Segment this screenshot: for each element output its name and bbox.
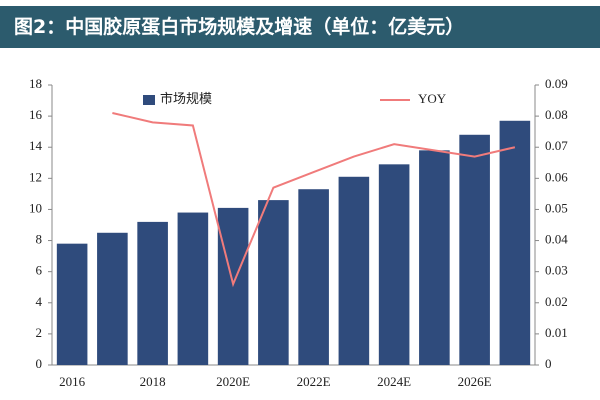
- x-tick-label: 2022E: [297, 374, 331, 389]
- chart-title: 图2：中国胶原蛋白市场规模及增速（单位：亿美元）: [0, 6, 600, 48]
- bar: [97, 232, 128, 365]
- y-tick-label: 2: [36, 325, 43, 340]
- legend-label: 市场规模: [160, 91, 212, 106]
- y2-tick-label: 0.01: [545, 325, 568, 340]
- y2-tick-label: 0.05: [545, 200, 568, 215]
- legend-label: YOY: [418, 91, 447, 106]
- bar: [499, 120, 531, 366]
- bar: [338, 176, 370, 365]
- bar: [378, 164, 410, 365]
- x-tick-label: 2026E: [458, 374, 492, 389]
- x-tick-label: 2020E: [216, 374, 250, 389]
- x-tick-label: 2018: [140, 374, 166, 389]
- bar: [56, 243, 88, 365]
- y-tick-label: 0: [36, 356, 43, 371]
- y2-tick-label: 0.02: [545, 294, 568, 309]
- y2-tick-label: 0: [545, 356, 552, 371]
- line: [112, 112, 516, 288]
- legend-swatch: [143, 95, 155, 105]
- bar: [137, 221, 168, 365]
- bar: [419, 150, 450, 365]
- y-tick-label: 16: [29, 107, 43, 122]
- y-tick-label: 8: [36, 232, 43, 247]
- y2-tick-label: 0.07: [545, 138, 568, 153]
- bar: [298, 189, 329, 365]
- y-tick-label: 4: [36, 294, 43, 309]
- y-tick-label: 12: [29, 169, 42, 184]
- y-tick-label: 18: [29, 76, 42, 91]
- y2-tick-label: 0.09: [545, 76, 568, 91]
- y-tick-label: 14: [29, 138, 43, 153]
- x-tick-label: 2016: [59, 374, 86, 389]
- bar: [177, 212, 209, 365]
- y2-tick-label: 0.06: [545, 169, 568, 184]
- y2-tick-label: 0.08: [545, 107, 568, 122]
- y2-tick-label: 0.03: [545, 263, 568, 278]
- y-tick-label: 10: [29, 200, 42, 215]
- y-tick-label: 6: [36, 263, 43, 278]
- bar: [459, 134, 490, 365]
- bar: [258, 200, 289, 365]
- y2-tick-label: 0.04: [545, 232, 568, 247]
- x-tick-label: 2024E: [377, 374, 411, 389]
